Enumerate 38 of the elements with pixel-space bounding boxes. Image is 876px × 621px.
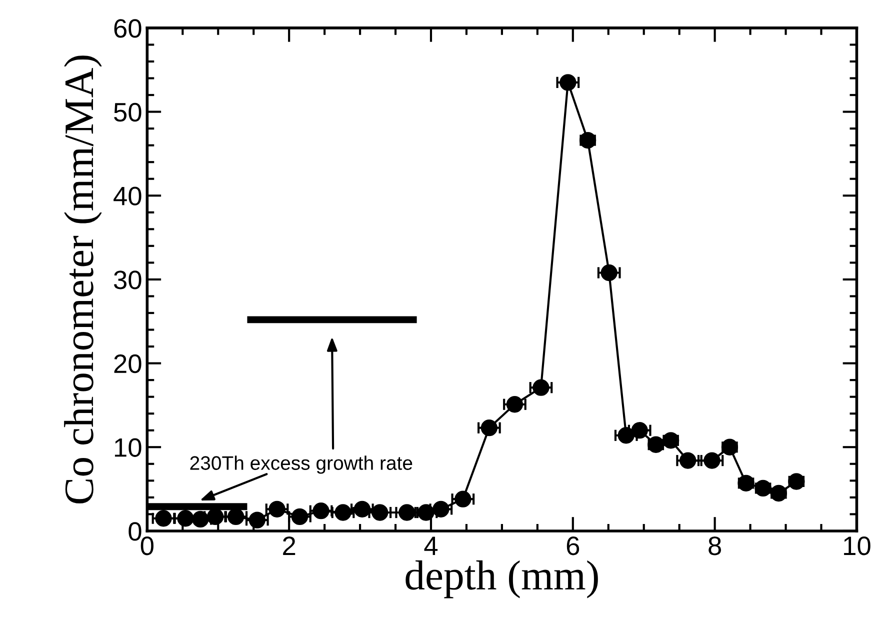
x-tick-label: 0: [140, 536, 154, 556]
x-tick-label: 4: [424, 536, 438, 555]
x-axis-title: depth (mm): [406, 560, 598, 598]
point: [372, 504, 388, 521]
point: [506, 396, 524, 413]
point: [454, 490, 472, 508]
y-tick-label: 60: [114, 19, 142, 38]
y-tick-label: 30: [114, 270, 142, 290]
y-tick-label: 50: [114, 102, 142, 122]
point: [532, 379, 550, 396]
y-axis-title: Co chronometer (mm/MA): [64, 56, 102, 504]
x-tick-label: 10: [844, 536, 870, 556]
x-tick-label: 2: [283, 536, 296, 555]
point: [631, 422, 648, 439]
point: [312, 502, 330, 520]
y-tick-label: 10: [114, 438, 142, 457]
point: [228, 508, 244, 526]
point: [155, 510, 172, 527]
x-tick-label: 8: [708, 536, 722, 556]
point: [680, 452, 696, 469]
point: [248, 512, 266, 528]
point: [480, 420, 498, 436]
point: [334, 504, 352, 521]
point: [432, 500, 450, 518]
point: [618, 427, 634, 444]
point: [398, 504, 416, 521]
point: [268, 500, 286, 518]
y-tick-label: 20: [114, 354, 142, 374]
y-tick-label: 40: [114, 186, 142, 206]
annotation: 230Th excess growth rate: [190, 456, 412, 474]
point: [192, 510, 209, 528]
point: [560, 74, 576, 91]
point: [704, 452, 720, 469]
y-tick-label: 0: [128, 522, 142, 541]
x-tick-label: 6: [566, 536, 580, 556]
point: [354, 500, 370, 518]
point: [600, 264, 618, 282]
point: [177, 510, 194, 527]
